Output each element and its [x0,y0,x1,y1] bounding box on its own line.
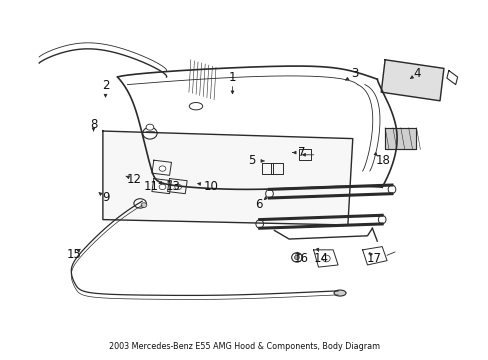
Text: 16: 16 [293,252,308,265]
Text: 13: 13 [165,180,180,193]
Ellipse shape [134,199,146,208]
Text: 6: 6 [255,198,262,211]
Text: 7: 7 [298,146,305,159]
Ellipse shape [387,185,395,194]
Text: 4: 4 [412,67,420,80]
Text: 15: 15 [67,248,81,261]
Text: 1: 1 [228,71,236,84]
Text: 18: 18 [375,154,390,167]
Polygon shape [381,60,443,101]
Ellipse shape [146,124,153,130]
Text: 17: 17 [366,252,381,265]
Text: 5: 5 [247,154,255,167]
Text: 14: 14 [313,252,328,265]
Polygon shape [385,128,416,149]
Text: 12: 12 [126,173,142,186]
Ellipse shape [294,255,299,260]
Ellipse shape [378,215,385,224]
Text: 8: 8 [90,118,97,131]
Ellipse shape [322,255,329,262]
Ellipse shape [141,203,146,207]
Ellipse shape [255,220,263,228]
Text: 3: 3 [350,67,358,80]
Ellipse shape [265,189,273,198]
Text: 2: 2 [102,79,109,92]
Ellipse shape [291,253,302,262]
Ellipse shape [159,184,165,190]
Ellipse shape [333,290,346,296]
Ellipse shape [174,184,181,190]
Text: 2003 Mercedes-Benz E55 AMG Hood & Components, Body Diagram: 2003 Mercedes-Benz E55 AMG Hood & Compon… [109,342,379,351]
Text: 9: 9 [102,191,109,204]
Ellipse shape [142,127,157,139]
Polygon shape [102,131,352,225]
Ellipse shape [159,166,165,171]
Text: 10: 10 [203,180,218,193]
Ellipse shape [189,103,203,110]
Text: 11: 11 [143,180,158,193]
